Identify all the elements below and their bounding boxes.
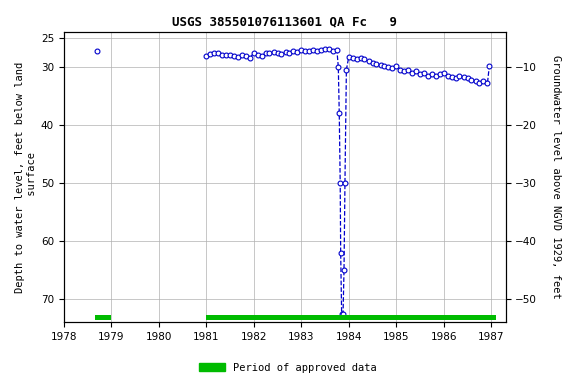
Legend: Period of approved data: Period of approved data [195, 359, 381, 377]
Y-axis label: Groundwater level above NGVD 1929, feet: Groundwater level above NGVD 1929, feet [551, 55, 561, 299]
Bar [94, 315, 111, 320]
Y-axis label: Depth to water level, feet below land
 surface: Depth to water level, feet below land su… [15, 61, 37, 293]
Bar [206, 315, 496, 320]
Title: USGS 385501076113601 QA Fc   9: USGS 385501076113601 QA Fc 9 [172, 15, 397, 28]
